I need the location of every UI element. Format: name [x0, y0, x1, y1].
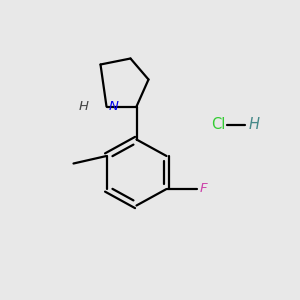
Text: F: F	[200, 182, 208, 196]
Text: Cl: Cl	[212, 117, 226, 132]
Text: N: N	[109, 100, 119, 113]
Text: H: H	[249, 117, 260, 132]
Text: H: H	[79, 100, 88, 113]
